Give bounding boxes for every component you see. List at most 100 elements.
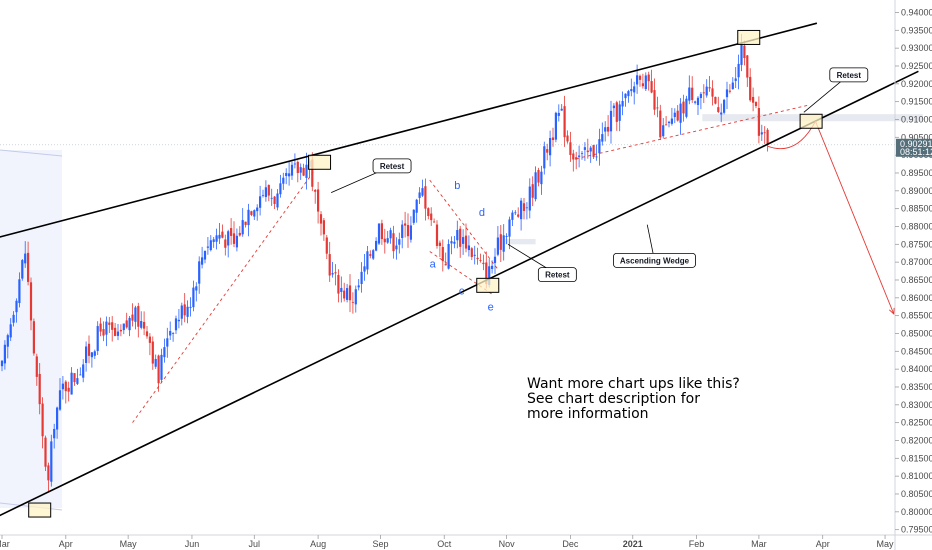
candle-body [441,247,444,262]
y-tick-label: 0.82000 [901,435,932,445]
candle-body [424,186,427,209]
candle-body [343,290,346,299]
candle-body [725,89,729,98]
candle-body [285,172,288,177]
y-tick-label: 0.89000 [901,186,932,196]
candle-body [244,221,247,225]
channel-1 [132,169,316,423]
candle-body [395,245,398,250]
wave-a-line [429,179,499,270]
y-tick-label: 0.92000 [901,79,932,89]
candle-body [148,336,151,343]
candle-body [540,171,543,185]
candle-body [488,266,491,285]
y-tick-label: 0.83000 [901,400,932,410]
candle-body [633,86,636,93]
candle-body [114,327,117,336]
candle-body [522,203,526,211]
candle-body [24,253,27,264]
candle-body [444,264,447,266]
candle-body [517,214,520,217]
price-tag-time: 08:51:12 [900,147,932,157]
candle-body [754,102,758,107]
y-tick-label: 0.86000 [901,293,932,303]
candle-body [282,177,285,184]
small-zone [505,238,536,245]
y-tick-label: 0.80500 [901,489,932,499]
candle-body [595,156,598,158]
candle-body [125,320,128,328]
candle-body [61,383,64,390]
box-retest-right [799,113,823,129]
candle-body [169,330,172,336]
candle-body [688,87,691,101]
candle-body [186,306,189,317]
candle-body [122,323,125,331]
candle-body [740,43,743,65]
candle-body [137,306,140,327]
candle-body [644,75,647,90]
candle-body [247,209,250,226]
callout-label-2: Retest [837,71,862,80]
candle-body [209,240,212,251]
candle-body [366,251,369,270]
candle-body [586,150,589,153]
candle-body [520,200,523,220]
candle-body [705,86,708,96]
candle-body [459,228,462,247]
wave-label-d: d [479,207,485,219]
candle-body [609,110,613,132]
y-tick-label: 0.86500 [901,275,932,285]
candle-body [38,373,41,405]
x-tick-label: Sep [372,539,388,549]
candle-body [621,101,624,107]
candle-body [493,256,497,264]
candle-body [723,99,726,113]
candle-body [53,428,56,439]
candle-body [166,338,169,347]
candle-body [119,329,122,332]
left-zone-top-line [0,149,63,157]
candle-body [737,63,740,78]
candle-body [624,93,627,99]
candle-body [462,237,465,244]
candle-body [111,322,114,330]
candle-body [728,90,731,92]
y-tick-label: 0.85000 [901,328,932,338]
y-tick-label: 0.93500 [901,25,932,35]
candle-body [560,108,563,111]
candle-body [691,87,694,100]
candle-body [70,372,73,395]
candle-body [276,193,279,208]
callout-label-1: Retest [545,271,570,280]
candle-body [511,212,514,220]
x-tick-label: Apr [59,539,73,549]
candle-body [601,134,604,142]
candle-body [427,208,430,217]
candle-body [351,301,354,303]
candle-body [760,132,763,135]
candle-body [572,153,575,160]
candle-body [618,104,621,121]
candle-body [380,223,383,240]
candle-body [531,184,534,198]
candle-body [238,232,241,236]
candle-body [334,272,337,274]
candle-body [47,465,50,481]
candle-body [499,234,502,250]
candle-body [711,88,714,97]
wave-label-a: a [430,259,437,271]
candle-body [638,75,642,80]
candle-body [694,101,697,103]
candle-body [29,282,33,321]
candle-body [406,224,410,237]
candle-body [296,161,299,173]
candle-body [421,188,424,196]
candle-body [250,211,253,215]
price-tag-background [896,138,932,157]
promo-text-block: Want more chart ups like this? See chart… [527,376,740,422]
candle-body [685,98,688,117]
candle-body [340,287,343,292]
